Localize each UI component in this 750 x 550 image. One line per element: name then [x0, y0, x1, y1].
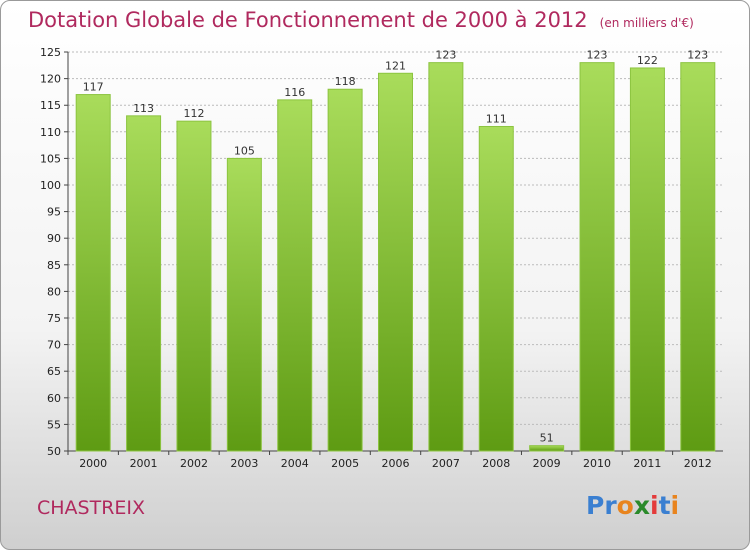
x-tick-label: 2011: [633, 457, 661, 470]
logo-letter: x: [633, 491, 650, 520]
y-tick-label: 120: [40, 73, 61, 86]
y-tick-label: 80: [47, 285, 61, 298]
data-label: 123: [435, 49, 456, 62]
x-tick-label: 2007: [432, 457, 460, 470]
bar: [277, 99, 313, 452]
x-tick-label: 2003: [230, 457, 258, 470]
bar: [327, 88, 363, 452]
bar: [226, 157, 262, 452]
y-tick-label: 125: [40, 46, 61, 59]
logo-letter: t: [658, 491, 671, 520]
logo-letter: i: [670, 491, 680, 520]
bar: [478, 125, 514, 452]
bar: [629, 67, 665, 452]
bar: [428, 62, 464, 452]
x-tick-label: 2002: [180, 457, 208, 470]
data-label: 105: [234, 144, 255, 157]
x-tick-label: 2008: [482, 457, 510, 470]
bar: [680, 62, 716, 452]
data-label: 51: [540, 432, 554, 445]
data-label: 118: [335, 75, 356, 88]
y-tick-label: 85: [47, 259, 61, 272]
logo-letter: o: [616, 491, 634, 520]
bar: [378, 72, 413, 452]
unit-label: (en milliers d'€): [599, 16, 694, 30]
data-label: 113: [133, 102, 154, 115]
data-label: 111: [486, 112, 507, 125]
bar: [529, 445, 565, 452]
logo-letter: i: [650, 491, 659, 520]
logo-letter: P: [586, 491, 605, 520]
y-tick-label: 60: [47, 392, 61, 405]
chart-title-text: Dotation Globale de Fonctionnement de 20…: [28, 8, 588, 32]
y-tick-label: 50: [47, 445, 61, 458]
y-tick-label: 100: [40, 179, 61, 192]
x-tick-label: 2004: [281, 457, 309, 470]
x-tick-label: 2005: [331, 457, 359, 470]
data-label: 123: [587, 49, 608, 62]
bar: [75, 94, 111, 452]
data-label: 122: [637, 54, 658, 67]
data-label: 116: [284, 86, 305, 99]
y-tick-label: 75: [47, 312, 61, 325]
y-tick-label: 110: [40, 126, 61, 139]
bar: [579, 62, 615, 452]
x-tick-label: 2001: [130, 457, 158, 470]
bar: [126, 115, 162, 452]
x-tick-label: 2006: [382, 457, 410, 470]
proxiti-logo: Proxiti: [586, 491, 679, 520]
logo-letter: r: [604, 491, 617, 520]
data-label: 123: [687, 49, 708, 62]
x-tick-label: 2000: [79, 457, 107, 470]
y-tick-label: 105: [40, 152, 61, 165]
chart-title: Dotation Globale de Fonctionnement de 20…: [28, 8, 694, 32]
y-tick-label: 65: [47, 365, 61, 378]
data-label: 121: [385, 59, 406, 72]
x-tick-label: 2012: [684, 457, 712, 470]
x-tick-label: 2010: [583, 457, 611, 470]
y-tick-label: 55: [47, 418, 61, 431]
y-tick-label: 115: [40, 99, 61, 112]
data-label: 112: [183, 107, 204, 120]
bar: [176, 120, 212, 452]
y-tick-label: 95: [47, 206, 61, 219]
y-tick-label: 70: [47, 339, 61, 352]
data-label: 117: [83, 81, 104, 94]
commune-name: CHASTREIX: [37, 497, 146, 519]
y-tick-label: 90: [47, 232, 61, 245]
x-tick-label: 2009: [533, 457, 561, 470]
